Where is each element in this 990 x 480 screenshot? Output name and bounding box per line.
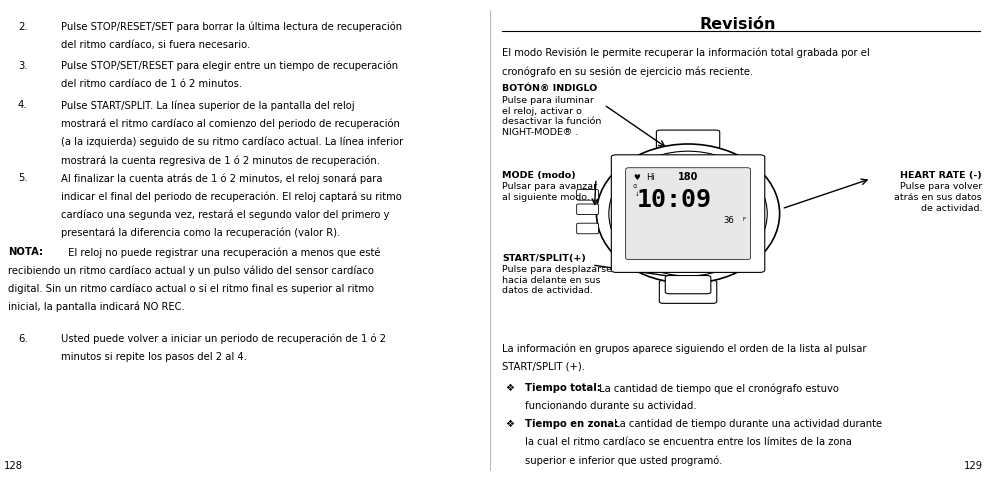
Text: 2.: 2.: [18, 22, 28, 32]
Text: 5.: 5.: [18, 173, 28, 183]
Text: El modo Revisión le permite recuperar la información total grabada por el: El modo Revisión le permite recuperar la…: [502, 48, 869, 59]
Text: 3.: 3.: [18, 61, 28, 71]
Text: superior e inferior que usted programó.: superior e inferior que usted programó.: [525, 455, 722, 466]
Text: al siguiente modo.: al siguiente modo.: [502, 193, 590, 202]
Text: MODE (modo): MODE (modo): [502, 171, 575, 180]
Text: de actividad.: de actividad.: [921, 204, 982, 213]
Text: ⊙: ⊙: [633, 183, 638, 189]
Text: (a la izquierda) seguido de su ritmo cardíaco actual. La línea inferior: (a la izquierda) seguido de su ritmo car…: [61, 137, 404, 147]
Text: Usted puede volver a iniciar un periodo de recuperación de 1 ó 2: Usted puede volver a iniciar un periodo …: [61, 334, 386, 344]
Text: Pulse para desplazarse: Pulse para desplazarse: [502, 265, 612, 274]
Text: mostrará la cuenta regresiva de 1 ó 2 minutos de recuperación.: mostrará la cuenta regresiva de 1 ó 2 mi…: [61, 155, 380, 166]
Text: el reloj, activar o: el reloj, activar o: [502, 107, 582, 116]
Text: 180: 180: [678, 172, 699, 182]
Ellipse shape: [609, 151, 767, 276]
Text: funcionando durante su actividad.: funcionando durante su actividad.: [525, 401, 696, 411]
Text: Pulse para volver: Pulse para volver: [900, 182, 982, 192]
Text: START/SPLIT(+): START/SPLIT(+): [502, 254, 586, 264]
Text: Tiempo en zona:: Tiempo en zona:: [525, 419, 618, 429]
Text: START/SPLIT (+).: START/SPLIT (+).: [502, 361, 585, 372]
Text: 6.: 6.: [18, 334, 28, 344]
Text: NOTA:: NOTA:: [8, 247, 43, 257]
Text: Hi: Hi: [646, 172, 655, 181]
Text: 36: 36: [724, 216, 735, 226]
Text: La cantidad de tiempo que el cronógrafo estuvo: La cantidad de tiempo que el cronógrafo …: [596, 383, 839, 394]
Text: 10:09: 10:09: [637, 188, 712, 212]
Ellipse shape: [596, 144, 780, 283]
Text: recibiendo un ritmo cardíaco actual y un pulso válido del sensor cardíaco: recibiendo un ritmo cardíaco actual y un…: [8, 265, 374, 276]
Text: 129: 129: [964, 461, 983, 471]
Text: Pulse STOP/RESET/SET para borrar la última lectura de recuperación: Pulse STOP/RESET/SET para borrar la últi…: [61, 22, 403, 32]
Text: BOTÓN® INDIGLO: BOTÓN® INDIGLO: [502, 84, 597, 93]
Text: la cual el ritmo cardíaco se encuentra entre los límites de la zona: la cual el ritmo cardíaco se encuentra e…: [525, 437, 851, 447]
Text: Pulse STOP/SET/RESET para elegir entre un tiempo de recuperación: Pulse STOP/SET/RESET para elegir entre u…: [61, 61, 399, 72]
Text: ❖: ❖: [505, 419, 514, 429]
Text: cronógrafo en su sesión de ejercicio más reciente.: cronógrafo en su sesión de ejercicio más…: [502, 66, 753, 77]
Text: Pulsar para avanzar: Pulsar para avanzar: [502, 182, 597, 192]
Text: La cantidad de tiempo durante una actividad durante: La cantidad de tiempo durante una activi…: [611, 419, 882, 429]
Text: ❖: ❖: [505, 383, 514, 393]
Text: indicar el final del periodo de recuperación. El reloj captará su ritmo: indicar el final del periodo de recupera…: [61, 192, 402, 202]
Text: NIGHT-MODE® .: NIGHT-MODE® .: [502, 128, 578, 137]
Text: presentará la diferencia como la recuperación (valor R).: presentará la diferencia como la recuper…: [61, 228, 341, 239]
FancyBboxPatch shape: [659, 280, 717, 303]
FancyBboxPatch shape: [576, 223, 598, 234]
Text: inicial, la pantalla indicará NO REC.: inicial, la pantalla indicará NO REC.: [8, 302, 185, 312]
Text: 128: 128: [4, 461, 23, 471]
FancyBboxPatch shape: [576, 190, 598, 200]
Text: Pulse START/SPLIT. La línea superior de la pantalla del reloj: Pulse START/SPLIT. La línea superior de …: [61, 100, 355, 111]
Text: Revisión: Revisión: [699, 17, 776, 32]
Text: mostrará el ritmo cardíaco al comienzo del periodo de recuperación: mostrará el ritmo cardíaco al comienzo d…: [61, 119, 400, 129]
Text: ↓: ↓: [635, 192, 640, 197]
Text: del ritmo cardíaco de 1 ó 2 minutos.: del ritmo cardíaco de 1 ó 2 minutos.: [61, 79, 243, 89]
Text: atrás en sus datos: atrás en sus datos: [894, 193, 982, 202]
Text: ♥: ♥: [634, 173, 641, 182]
Text: del ritmo cardíaco, si fuera necesario.: del ritmo cardíaco, si fuera necesario.: [61, 40, 250, 50]
Text: cardíaco una segunda vez, restará el segundo valor del primero y: cardíaco una segunda vez, restará el seg…: [61, 210, 390, 220]
Text: El reloj no puede registrar una recuperación a menos que esté: El reloj no puede registrar una recupera…: [65, 247, 381, 258]
Text: La información en grupos aparece siguiendo el orden de la lista al pulsar: La información en grupos aparece siguien…: [502, 343, 866, 354]
Text: Tiempo total:: Tiempo total:: [525, 383, 601, 393]
Text: Al finalizar la cuenta atrás de 1 ó 2 minutos, el reloj sonará para: Al finalizar la cuenta atrás de 1 ó 2 mi…: [61, 173, 383, 184]
Text: Pulse para iluminar: Pulse para iluminar: [502, 96, 594, 105]
FancyBboxPatch shape: [576, 204, 598, 215]
Text: 4.: 4.: [18, 100, 28, 110]
Text: desactivar la función: desactivar la función: [502, 117, 601, 126]
FancyBboxPatch shape: [611, 155, 764, 272]
FancyBboxPatch shape: [665, 276, 711, 294]
Text: datos de actividad.: datos de actividad.: [502, 286, 593, 295]
FancyBboxPatch shape: [626, 168, 750, 259]
Text: F: F: [742, 217, 745, 222]
Text: hacia delante en sus: hacia delante en sus: [502, 276, 600, 285]
FancyBboxPatch shape: [656, 130, 720, 148]
Text: minutos si repite los pasos del 2 al 4.: minutos si repite los pasos del 2 al 4.: [61, 352, 248, 362]
Text: HEART RATE (-): HEART RATE (-): [900, 171, 982, 180]
Text: digital. Sin un ritmo cardíaco actual o si el ritmo final es superior al ritmo: digital. Sin un ritmo cardíaco actual o …: [8, 284, 374, 294]
